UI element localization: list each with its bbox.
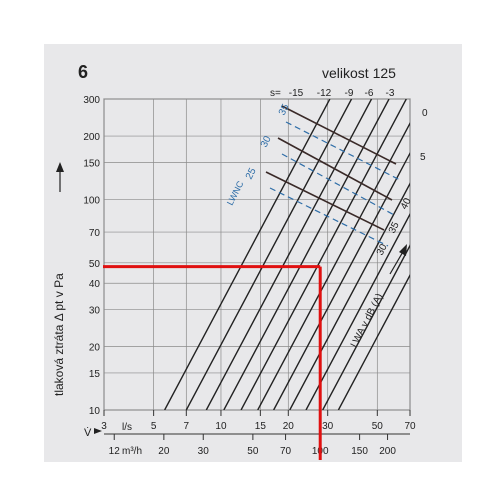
- lwnc-value-label: 25: [244, 166, 259, 181]
- lwa-band-line: [277, 137, 393, 201]
- diagonal-line: [257, 121, 410, 410]
- y-axis-label: tlaková ztráta Δ pt v Pa: [52, 273, 66, 396]
- x-tick-label-m3h: 12: [109, 446, 121, 457]
- x-tick-label-ls: 50: [372, 421, 384, 432]
- lwa-label: LWA v dB (A): [349, 292, 386, 349]
- lwnc-label: LWNC: [225, 179, 246, 207]
- diagonal-line: [240, 99, 407, 410]
- x-tick-label-m3h: 50: [247, 446, 259, 457]
- y-tick-label: 150: [83, 158, 100, 169]
- x-unit-ls: l/s: [122, 422, 132, 433]
- y-tick-label: 20: [89, 343, 101, 354]
- damper-setting-label: -12: [317, 88, 332, 99]
- damper-setting-label: -6: [365, 88, 374, 99]
- reading-lines: [103, 265, 322, 460]
- lwnc-band-line: [281, 153, 397, 217]
- diagonal-line: [305, 212, 410, 410]
- diagonal-line: [322, 244, 410, 410]
- diagonal-line: [223, 99, 390, 410]
- x-tick-label-ls: 30: [322, 421, 334, 432]
- y-tick-label: 30: [89, 306, 101, 317]
- x-tick-label-ls: 3: [101, 421, 107, 432]
- y-tick-label: 15: [89, 369, 101, 380]
- damper-setting-label: -9: [345, 88, 354, 99]
- y-tick-label: 300: [83, 95, 100, 106]
- lwa-band-line: [265, 171, 385, 231]
- damper-setting-label: 0: [422, 108, 428, 119]
- x-tick-label-ls: 5: [151, 421, 157, 432]
- x-unit-m3h: m³/h: [122, 446, 142, 457]
- figure-number: 6: [78, 62, 88, 82]
- chart-panel: 10 15 20 30 40 50 70 100 150 200 300 3 5 7 10 15 20 30 50 7…: [44, 44, 462, 462]
- y-tick-label: 40: [89, 279, 101, 290]
- lwa-arrowhead: [399, 244, 407, 256]
- x-axis-arrowhead: [94, 428, 102, 434]
- damper-setting-label: -3: [386, 88, 395, 99]
- lwnc-band-line: [285, 121, 401, 181]
- damper-setting-label: -15: [289, 88, 304, 99]
- y-tick-label: 70: [89, 228, 101, 239]
- x-tick-label-ls: 20: [283, 421, 295, 432]
- x-tick-label-m3h: 70: [280, 446, 292, 457]
- characteristic-lines: [164, 99, 410, 410]
- lwa-band-line: [281, 105, 397, 165]
- y-tick-label: 10: [89, 406, 101, 417]
- s-prefix: s=: [270, 88, 281, 99]
- x-tick-label-ls: 70: [404, 421, 416, 432]
- diagonal-line: [185, 99, 353, 410]
- diagonal-line: [273, 151, 410, 410]
- lwnc-value-label: 30: [259, 134, 274, 149]
- chart-title: velikost 125: [322, 65, 396, 81]
- diagonal-line: [289, 182, 410, 410]
- lwnc-band-line: [269, 187, 389, 247]
- y-axis-arrowhead: [56, 162, 64, 172]
- x-tick-label-ls: 10: [215, 421, 227, 432]
- x-tick-label-m3h: 200: [379, 446, 396, 457]
- diagonal-line: [337, 273, 410, 410]
- y-tick-label: 200: [83, 132, 100, 143]
- x-tick-label-m3h: 30: [198, 446, 210, 457]
- clipped-lines: [164, 99, 410, 410]
- x-tick-label-m3h: 20: [158, 446, 170, 457]
- lwa-arrow: [389, 249, 405, 275]
- x-tick-label-ls: 7: [184, 421, 190, 432]
- y-tick-label: 100: [83, 195, 100, 206]
- lwa-value-label: 40: [399, 196, 414, 211]
- lwa-value-label: 30: [375, 242, 390, 257]
- lwnc-value-label: 35: [277, 102, 292, 117]
- lwa-value-label: 35: [387, 220, 402, 235]
- y-tick-label: 50: [89, 259, 101, 270]
- x-flow-symbol: V̇: [84, 426, 92, 439]
- diagonal-line: [164, 99, 331, 410]
- x-tick-label-m3h: 150: [351, 446, 368, 457]
- damper-setting-label: 5: [420, 152, 426, 163]
- x-tick-label-ls: 15: [255, 421, 267, 432]
